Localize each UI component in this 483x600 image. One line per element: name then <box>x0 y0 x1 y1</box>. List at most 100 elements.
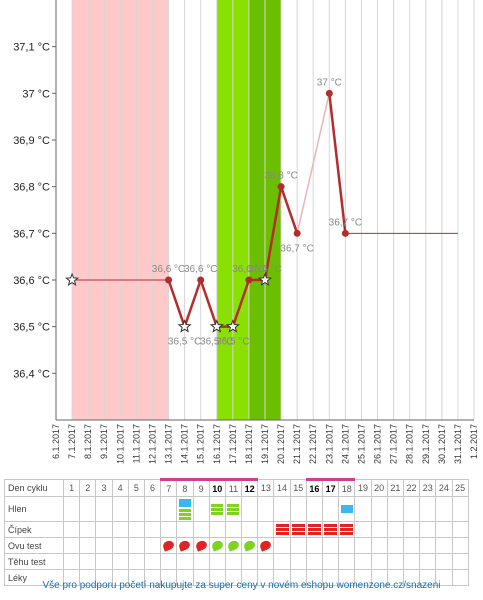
table-cell <box>111 537 129 554</box>
table-cell <box>241 537 259 554</box>
footer-promo-link[interactable]: Vše pro podporu početí nakupujte za supe… <box>42 580 441 591</box>
data-label: 36,5 °C <box>168 337 201 348</box>
data-label: 36,7 °C <box>329 217 362 228</box>
row-label: Čípek <box>4 521 64 538</box>
ovu-test-icon <box>194 539 208 552</box>
day-number: 14 <box>273 479 291 497</box>
table-cell <box>224 521 243 538</box>
table-cell <box>257 537 275 554</box>
table-cell <box>241 496 259 522</box>
x-tick-label: 14.1.2017 <box>180 424 190 464</box>
ovu-test-icon <box>242 539 257 552</box>
ovu-test-icon <box>210 539 224 552</box>
x-tick-label: 25.1.2017 <box>356 424 366 464</box>
table-cell <box>160 521 178 538</box>
table-cell <box>95 496 113 522</box>
table-cell <box>321 553 340 570</box>
ovu-test-icon <box>259 539 273 552</box>
day-number: 9 <box>192 478 210 497</box>
table-cell <box>62 496 81 522</box>
table-cell <box>354 521 372 538</box>
table-cell <box>95 537 113 554</box>
table-row: Těhu test <box>4 553 469 570</box>
x-tick-label: 23.1.2017 <box>324 424 334 464</box>
day-number: 18 <box>338 478 356 497</box>
table-cell <box>160 537 178 554</box>
series-segment <box>199 279 218 328</box>
table-cell <box>62 521 81 538</box>
table-cell <box>160 553 178 570</box>
data-label: 36,5 °C <box>216 337 249 348</box>
day-number: 20 <box>370 479 388 497</box>
table-cell <box>224 537 243 554</box>
table-cell <box>273 537 291 554</box>
mucus-blue-icon <box>178 499 191 507</box>
table-cell <box>95 521 113 538</box>
day-number: 17 <box>321 478 340 497</box>
mucus-green-icon <box>178 509 191 520</box>
y-tick-label: 36,6 °C <box>13 275 50 287</box>
table-cell <box>402 537 421 554</box>
table-cell <box>386 537 404 554</box>
table-cell <box>95 553 113 570</box>
temperature-chart: 36,4 °C 36,5 °C 36,6 °C 36,7 °C 36,8 °C 36,9 … <box>13 0 479 464</box>
table-cell <box>160 496 178 522</box>
y-tick-label: 36,8 °C <box>13 182 50 194</box>
table-cell <box>143 553 162 570</box>
table-cell <box>79 521 97 538</box>
day-number: 21 <box>386 479 404 497</box>
day-number: 24 <box>435 479 453 497</box>
table-cell <box>402 496 421 522</box>
data-point <box>325 89 333 97</box>
y-tick-label: 36,9 °C <box>13 135 50 147</box>
table-cell <box>305 521 324 538</box>
table-cell <box>321 537 340 554</box>
table-cell <box>257 553 275 570</box>
ovu-test-icon <box>226 539 241 552</box>
y-tick-label: 37 °C <box>22 88 50 100</box>
data-label: 37 °C <box>317 77 342 88</box>
series-segment <box>183 279 202 328</box>
table-cell <box>305 553 324 570</box>
day-number: 12 <box>241 478 259 497</box>
x-tick-label: 18.1.2017 <box>244 424 254 464</box>
day-number: 7 <box>160 478 178 497</box>
table-row: Čípek <box>4 521 469 538</box>
table-row: Hlen <box>4 496 469 522</box>
ovu-test-icon <box>178 539 192 552</box>
day-number: 1 <box>62 479 81 497</box>
mucus-blue-icon <box>340 505 353 513</box>
row-label: Den cyklu <box>4 479 64 497</box>
row-label: Hlen <box>4 496 64 522</box>
table-cell <box>208 496 226 522</box>
series-segment <box>328 93 347 234</box>
table-cell <box>354 496 372 522</box>
table-cell <box>224 553 243 570</box>
table-cell <box>289 553 307 570</box>
table-cell <box>273 553 291 570</box>
y-tick-label: 36,4 °C <box>13 368 50 380</box>
table-cell <box>127 521 145 538</box>
x-tick-label: 26.1.2017 <box>373 424 383 464</box>
table-cell <box>192 496 210 522</box>
temperature-chart-svg: 36,4 °C 36,5 °C 36,6 °C 36,7 °C 36,8 °C 36,9 … <box>13 0 479 464</box>
row-label: Ovu test <box>4 537 64 554</box>
table-cell <box>419 553 437 570</box>
data-label: 36,5 °C <box>200 337 233 348</box>
x-tick-label: 30.1.2017 <box>437 424 447 464</box>
series-segment <box>263 186 283 281</box>
table-cell <box>289 537 307 554</box>
day-number: 11 <box>224 478 243 497</box>
table-cell <box>451 537 469 554</box>
x-tick-label: 22.1.2017 <box>308 424 318 464</box>
table-cell <box>451 521 469 538</box>
table-cell <box>435 521 453 538</box>
table-cell <box>241 521 259 538</box>
table-cell <box>127 537 145 554</box>
cervix-icon <box>291 524 305 535</box>
table-cell <box>79 553 97 570</box>
table-cell <box>176 496 194 522</box>
data-point-star <box>225 319 240 333</box>
day-number: 23 <box>419 479 437 497</box>
table-cell <box>79 537 97 554</box>
